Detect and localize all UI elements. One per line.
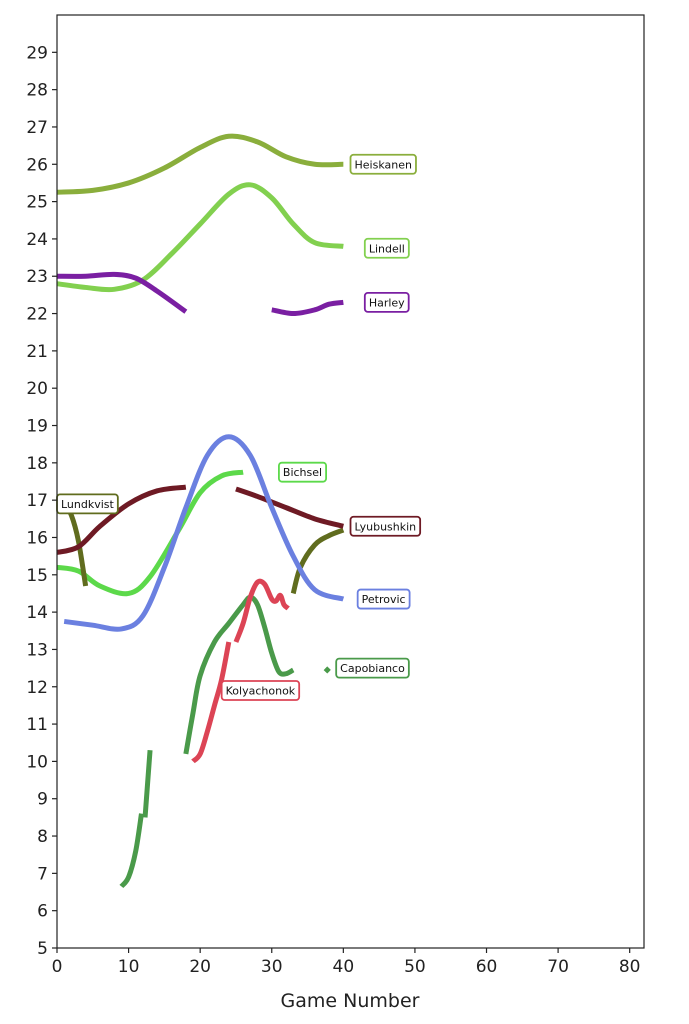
y-tick-label: 9: [37, 790, 48, 810]
series-line-lyubushkin-0: [56, 484, 187, 555]
y-axis: 5 6 7 8 9 10 11 12 13 14 15 16 17 18 19 20 21 22 23 24 25 26 2…: [26, 43, 57, 959]
y-tick-label: 10: [26, 752, 48, 772]
plot-frame: [56, 14, 645, 949]
series-line-capobianco-2: [183, 594, 295, 755]
y-tick-label: 7: [37, 864, 48, 884]
series-label-text-capobianco: Capobianco: [340, 662, 405, 675]
x-tick-label: 60: [476, 957, 498, 977]
series-label-box-kolyachonok: [220, 680, 301, 701]
x-tick-label: 80: [619, 957, 641, 977]
series-label-petrovic: Petrovic: [356, 588, 411, 610]
x-tick-label: 30: [261, 957, 283, 977]
series-line-capobianco-1: [142, 750, 153, 818]
x-tick-label: 20: [189, 957, 211, 977]
axes: [56, 14, 645, 949]
series-label-box-bichsel: [278, 461, 328, 483]
label-layer: Heiskanen Lindell Harley Bichsel Lundkvist Ly…: [56, 153, 422, 701]
series-label-kolyachonok: Kolyachonok: [220, 680, 301, 701]
series-label-lundkvist: Lundkvist: [56, 493, 119, 515]
series-label-bichsel: Bichsel: [278, 461, 328, 483]
series-line-capobianco-0: [119, 813, 144, 889]
series-line-kolyachonok-0: [191, 641, 232, 764]
x-tick-label: 0: [52, 957, 63, 977]
x-tick-label: 40: [333, 957, 355, 977]
y-tick-label: 21: [26, 342, 48, 362]
y-tick-label: 29: [26, 43, 48, 63]
series-label-text-lyubushkin: Lyubushkin: [355, 520, 417, 533]
series-line-lundkvist-1: [290, 527, 345, 595]
y-tick-label: 14: [26, 603, 48, 623]
y-tick-label: 19: [26, 417, 48, 437]
y-tick-label: 27: [26, 118, 48, 138]
series-label-text-bichsel: Bichsel: [283, 466, 322, 479]
series-heiskanen: [56, 133, 344, 195]
series-label-capobianco: Capobianco: [335, 657, 410, 679]
series-label-box-heiskanen: [349, 153, 417, 175]
y-tick-label: 12: [26, 678, 48, 698]
y-tick-label: 26: [26, 155, 48, 175]
series-label-text-lindell: Lindell: [369, 242, 405, 255]
series-kolyachonok: [191, 578, 290, 764]
y-tick-label: 6: [37, 902, 48, 922]
series-lundkvist: [62, 502, 345, 595]
x-tick-label: 70: [547, 957, 569, 977]
y-tick-label: 8: [37, 827, 48, 847]
series-line-harley-1: [271, 299, 344, 317]
series-line-capobianco-3: [323, 666, 331, 674]
series-label-lyubushkin: Lyubushkin: [349, 515, 422, 537]
series-label-box-lindell: [363, 237, 410, 259]
y-tick-label: 5: [37, 939, 48, 959]
y-tick-label: 18: [26, 454, 48, 474]
y-tick-label: 20: [26, 379, 48, 399]
series-label-box-petrovic: [356, 588, 411, 610]
series-petrovic: [63, 434, 345, 632]
y-tick-label: 28: [26, 81, 48, 101]
x-tick-label: 50: [404, 957, 426, 977]
series-label-text-harley: Harley: [369, 296, 405, 309]
y-tick-label: 22: [26, 305, 48, 325]
series-lindell: [56, 182, 344, 293]
series-label-text-lundkvist: Lundkvist: [61, 498, 115, 511]
series-line-kolyachonok-1: [233, 578, 290, 643]
series-line-petrovic-0: [63, 434, 345, 632]
series-label-box-lyubushkin: [349, 515, 422, 537]
series-harley: [56, 271, 344, 317]
y-tick-label: 23: [26, 267, 48, 287]
series-label-box-harley: [363, 291, 410, 313]
x-tick-label: 10: [118, 957, 140, 977]
x-axis: 0 10 20 30 40 50 60 70 80: [52, 948, 641, 977]
series-label-heiskanen: Heiskanen: [349, 153, 417, 175]
series-label-text-kolyachonok: Kolyachonok: [226, 684, 296, 697]
series-capobianco: [119, 594, 331, 889]
series-label-text-petrovic: Petrovic: [362, 593, 406, 606]
series-lyubushkin: [56, 484, 344, 555]
y-tick-label: 17: [26, 491, 48, 511]
series-line-heiskanen-0: [56, 133, 344, 195]
series-label-lindell: Lindell: [363, 237, 410, 259]
y-tick-label: 15: [26, 566, 48, 586]
x-axis-title: Game Number: [281, 990, 420, 1012]
y-tick-label: 16: [26, 528, 48, 548]
series-label-harley: Harley: [363, 291, 410, 313]
series-label-text-heiskanen: Heiskanen: [355, 158, 412, 171]
y-tick-label: 13: [26, 640, 48, 660]
series-line-lindell-0: [56, 182, 344, 293]
series-line-lyubushkin-1: [235, 486, 344, 529]
y-tick-label: 11: [26, 715, 48, 735]
y-tick-label: 24: [26, 230, 48, 250]
series-line-harley-0: [56, 271, 188, 314]
y-tick-label: 25: [26, 193, 48, 213]
series-label-box-capobianco: [335, 657, 410, 679]
